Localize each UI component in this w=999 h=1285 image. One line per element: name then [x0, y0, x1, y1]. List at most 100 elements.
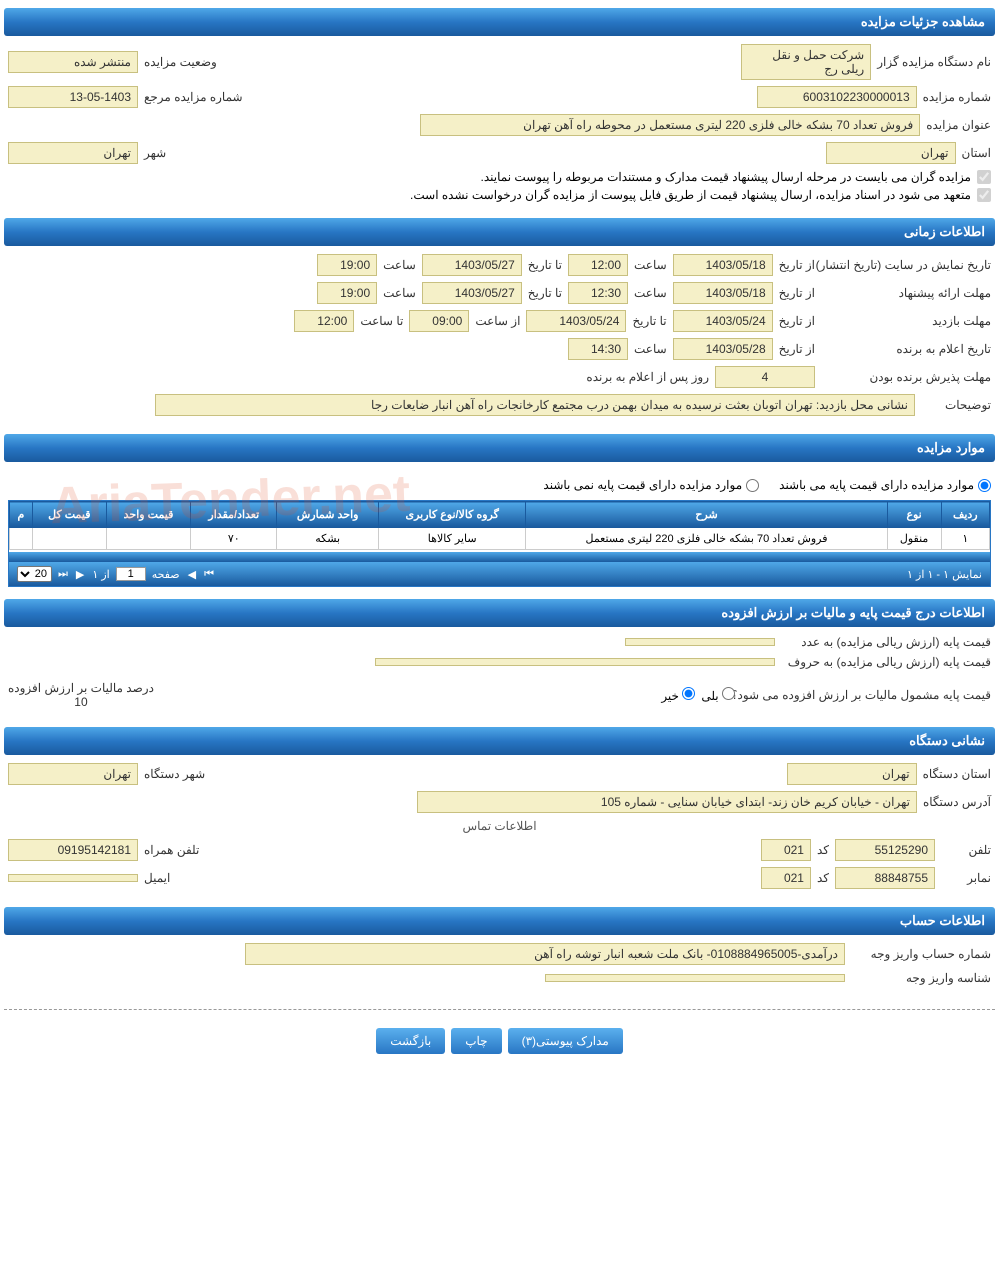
- org-address-value: تهران - خیابان کریم خان زند- ابتدای خیاب…: [417, 791, 917, 813]
- check1-box: [977, 170, 991, 184]
- to-hour-label-3: تا ساعت: [360, 314, 403, 328]
- vat-yes-label: بلی: [701, 689, 718, 703]
- table-cell: [32, 528, 106, 550]
- vat-no-input[interactable]: [682, 687, 695, 700]
- ref-label: شماره مزایده مرجع: [144, 90, 243, 104]
- radio-no-base-input[interactable]: [746, 479, 759, 492]
- vat-pct-label: درصد مالیات بر ارزش افزوده: [8, 681, 154, 695]
- accept-label: مهلت پذیرش برنده بودن: [821, 370, 991, 384]
- table-cell: فروش تعداد 70 بشکه خالی فلزی 220 لیتری م…: [526, 528, 887, 550]
- display-to-hour: 19:00: [317, 254, 377, 276]
- org-label: نام دستگاه مزایده گزار: [877, 55, 991, 69]
- to-label-1: تا تاریخ: [528, 258, 562, 272]
- table-col-header: م: [10, 502, 33, 528]
- org-province-value: تهران: [787, 763, 917, 785]
- table-col-header: واحد شمارش: [277, 502, 379, 528]
- pager-of-label: از ۱: [90, 568, 111, 581]
- base-txt-value: [375, 658, 775, 666]
- section-items-header: موارد مزایده: [4, 434, 995, 462]
- email-value: [8, 874, 138, 882]
- mobile-label: تلفن همراه: [144, 843, 199, 857]
- radio-has-base[interactable]: موارد مزایده دارای قیمت پایه می باشند: [779, 478, 991, 492]
- pager-perpage-select[interactable]: 20: [17, 566, 52, 582]
- hour-label-1: ساعت: [634, 258, 667, 272]
- pager-first-icon[interactable]: ⏮: [202, 568, 216, 581]
- org-city-label: شهر دستگاه: [144, 767, 205, 781]
- fax-label: نمابر: [941, 871, 991, 885]
- section-orgaddr-body: استان دستگاه تهران شهر دستگاه تهران آدرس…: [4, 755, 995, 903]
- pager-prev-icon[interactable]: ◀: [186, 568, 198, 581]
- table-cell: ۷۰: [191, 528, 277, 550]
- to-label-2: تا تاریخ: [528, 286, 562, 300]
- winner-from: 1403/05/28: [673, 338, 773, 360]
- table-col-header: قیمت کل: [32, 502, 106, 528]
- section-details-header: مشاهده جزئیات مزایده: [4, 8, 995, 36]
- accept-value: 4: [715, 366, 815, 388]
- number-label: شماره مزایده: [923, 90, 991, 104]
- phone-label: تلفن: [941, 843, 991, 857]
- desc-value: نشانی محل بازدید: تهران اتوبان بعثت نرسی…: [155, 394, 915, 416]
- check1-label: مزایده گران می بایست در مرحله ارسال پیشن…: [481, 170, 971, 184]
- offer-label: مهلت ارائه پیشنهاد: [821, 286, 991, 300]
- table-cell: منقول: [887, 528, 941, 550]
- radio-has-base-input[interactable]: [978, 479, 991, 492]
- from-label-2: از تاریخ: [779, 286, 815, 300]
- visit-from: 1403/05/24: [673, 310, 773, 332]
- status-value: منتشر شده: [8, 51, 138, 73]
- pager-last-icon[interactable]: ⏭: [56, 568, 70, 581]
- table-cell: [106, 528, 191, 550]
- acc-value: درآمدی-0108884965005- بانک ملت شعبه انبا…: [245, 943, 845, 965]
- radio-has-label: موارد مزایده دارای قیمت پایه می باشند: [779, 478, 974, 492]
- mobile-value: 09195142181: [8, 839, 138, 861]
- pager-info: نمایش ۱ - ۱ از ۱: [907, 568, 982, 581]
- winner-label: تاریخ اعلام به برنده: [821, 342, 991, 356]
- pager-next-icon[interactable]: ▶: [74, 568, 86, 581]
- city-value: تهران: [8, 142, 138, 164]
- hour-label-2: ساعت: [634, 286, 667, 300]
- radio-no-base[interactable]: موارد مزایده دارای قیمت پایه نمی باشند: [543, 478, 759, 492]
- table-col-header: شرح: [526, 502, 887, 528]
- base-txt-label: قیمت پایه (ارزش ریالی مزایده) به حروف: [781, 655, 991, 669]
- pager-page-input[interactable]: [116, 567, 146, 581]
- contact-title: اطلاعات تماس: [8, 819, 991, 833]
- pager: نمایش ۱ - ۱ از ۱ ⏮ ◀ صفحه از ۱ ▶ ⏭ 20: [9, 562, 990, 586]
- table-cell: [10, 528, 33, 550]
- attachments-button[interactable]: مدارک پیوستی(۳): [508, 1028, 623, 1054]
- display-from: 1403/05/18: [673, 254, 773, 276]
- radio-no-label: موارد مزایده دارای قیمت پایه نمی باشند: [543, 478, 742, 492]
- org-city-value: تهران: [8, 763, 138, 785]
- accid-value: [545, 974, 845, 982]
- back-button[interactable]: بازگشت: [376, 1028, 445, 1054]
- accept-suffix: روز پس از اعلام به برنده: [586, 370, 709, 384]
- status-label: وضعیت مزایده: [144, 55, 217, 69]
- table-col-header: قیمت واحد: [106, 502, 191, 528]
- button-bar: مدارک پیوستی(۳) چاپ بازگشت: [4, 1020, 995, 1062]
- org-address-label: آدرس دستگاه: [923, 795, 991, 809]
- table-scrollbar[interactable]: [9, 552, 990, 562]
- to-label-3: تا تاریخ: [632, 314, 666, 328]
- org-province-label: استان دستگاه: [923, 767, 991, 781]
- vat-yes[interactable]: بلی: [701, 687, 735, 703]
- acc-label: شماره حساب واریز وجه: [851, 947, 991, 961]
- from-label-4: از تاریخ: [779, 342, 815, 356]
- visit-to: 1403/05/24: [526, 310, 626, 332]
- check2-label: متعهد می شود در اسناد مزایده، ارسال پیشن…: [410, 188, 971, 202]
- org-value: شرکت حمل و نقل ریلی رج: [741, 44, 871, 80]
- display-to: 1403/05/27: [422, 254, 522, 276]
- vat-no[interactable]: خیر: [661, 687, 695, 703]
- print-button[interactable]: چاپ: [451, 1028, 501, 1054]
- divider: [4, 1009, 995, 1010]
- vat-yes-input[interactable]: [722, 687, 735, 700]
- visit-label: مهلت بازدید: [821, 314, 991, 328]
- vat-pct-value: 10: [8, 695, 154, 709]
- fax-value: 88848755: [835, 867, 935, 889]
- subject-label: عنوان مزایده: [926, 118, 991, 132]
- visit-to-hour: 12:00: [294, 310, 354, 332]
- fax-code-value: 021: [761, 867, 811, 889]
- section-price-body: قیمت پایه (ارزش ریالی مزایده) به عدد قیم…: [4, 627, 995, 723]
- section-details-body: نام دستگاه مزایده گزار شرکت حمل و نقل ری…: [4, 36, 995, 214]
- province-label: استان: [962, 146, 991, 160]
- offer-from-hour: 12:30: [568, 282, 628, 304]
- table-col-header: گروه کالا/نوع کاربری: [379, 502, 526, 528]
- display-from-hour: 12:00: [568, 254, 628, 276]
